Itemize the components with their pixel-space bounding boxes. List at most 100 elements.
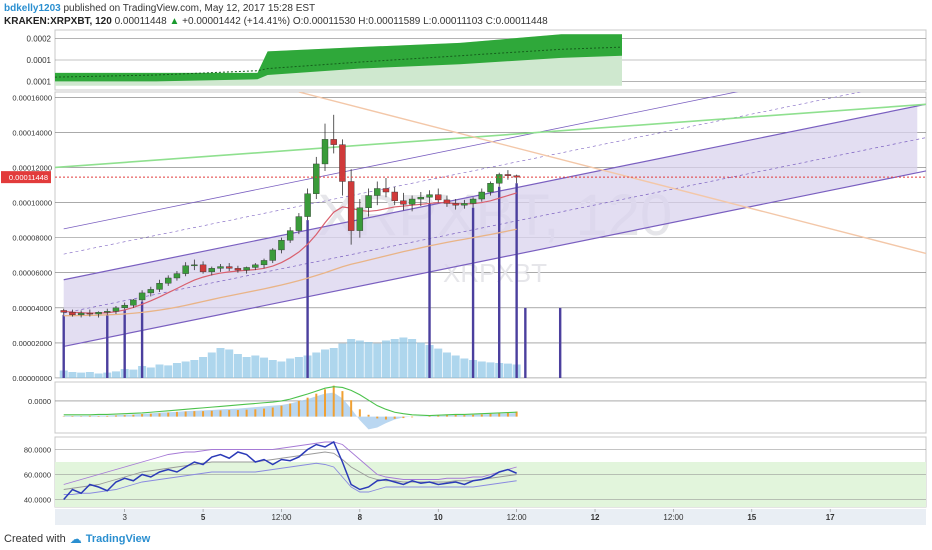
volume-bar [199, 357, 208, 378]
macd-panel: 0.0000 [0, 381, 927, 434]
candle-body [138, 292, 146, 301]
volume-bar [129, 369, 138, 378]
current-price-label: 0.00011448 [9, 173, 48, 182]
last-price: 0.00011448 [114, 16, 167, 27]
candle-body [417, 197, 425, 200]
candle-body [435, 194, 442, 201]
time-tick-label: 12 [591, 513, 600, 522]
volume-bar [146, 367, 155, 378]
rsi-ytick-label: 40.0000 [24, 496, 51, 505]
volume-bar [68, 372, 77, 378]
candle-body [225, 266, 233, 269]
volume-bar [408, 339, 417, 378]
candle-body [408, 198, 416, 205]
price-ytick-label: 0.00010000 [12, 199, 52, 208]
candle-body [69, 312, 76, 316]
candle-body [86, 312, 94, 315]
volume-bar [260, 357, 269, 378]
price-plot-body: XRPXBT, 120XRPXBT [55, 92, 926, 378]
volume-bar [355, 340, 364, 378]
price-ytick-label: 0.00008000 [12, 234, 52, 243]
candle-body [191, 264, 198, 267]
candle-body [286, 230, 294, 241]
rsi-band-lower [63, 462, 517, 495]
volume-bar [155, 364, 164, 378]
candle-body [356, 207, 364, 231]
change-arrow-icon: ▲ [169, 16, 180, 27]
volume-bar [77, 372, 86, 378]
candle-body [165, 277, 172, 284]
chart-area[interactable]: 0.00020.00010.0001 XRPXBT, 120XRPXBT0.00… [0, 0, 932, 530]
volume-bar [312, 352, 321, 378]
symbol-label: KRAKEN:XRPXBT, 120 [4, 16, 112, 27]
rsi-band-middle [63, 451, 517, 490]
high-label: H: [358, 16, 369, 27]
author-link[interactable]: bdkelly1203 [4, 3, 61, 14]
published-info: published on TradingView.com, May 12, 20… [63, 3, 316, 14]
candle-body [217, 266, 224, 269]
rsi-line [63, 440, 517, 500]
volume-bar [164, 365, 173, 378]
volume-bar [347, 339, 356, 378]
top-fill-band [55, 34, 622, 82]
orange-trendline [298, 92, 926, 255]
volume-bar [233, 354, 242, 378]
candle-body [295, 216, 303, 231]
candle-body [269, 249, 276, 261]
volume-bar [225, 349, 234, 378]
volume-bar [442, 352, 451, 378]
volume-bar [94, 373, 103, 378]
macd-ytick-label: 0.0000 [28, 397, 51, 406]
close-value: 0.00011448 [495, 16, 548, 27]
channel-line [63, 137, 926, 314]
volume-bar [172, 363, 181, 378]
volume-bar [381, 340, 390, 378]
time-tick-label: 5 [201, 513, 206, 522]
candle-body [278, 240, 285, 251]
tradingview-brand[interactable]: TradingView [85, 533, 151, 545]
candle-body [469, 198, 477, 204]
candle-body [208, 268, 215, 273]
price-ytick-label: 0.00002000 [12, 339, 52, 348]
candle-body [461, 203, 468, 206]
volume-bar [364, 342, 373, 378]
volume-bar [190, 360, 199, 378]
time-tick-label: 17 [826, 513, 835, 522]
rsi-ytick-label: 60.0000 [24, 471, 51, 480]
volume-bar [434, 348, 443, 378]
open-value: 0.00011530 [303, 16, 356, 27]
candle-body [234, 268, 242, 271]
tradingview-logo-icon: ☁ [69, 532, 82, 546]
macd-panel-axis-bg [0, 382, 51, 433]
volume-bar [329, 348, 338, 378]
volume-bar [451, 355, 460, 378]
time-tick-label: 3 [122, 513, 127, 522]
volume-bar [181, 361, 190, 378]
volume-bar [477, 361, 486, 378]
volume-bar [216, 348, 225, 378]
top-ytick-label: 0.0002 [27, 35, 52, 44]
rsi-ytick-label: 80.0000 [24, 446, 51, 455]
candle-body [243, 267, 250, 271]
volume-bar [294, 357, 303, 378]
candle-body [77, 312, 85, 316]
footer: Created with ☁ TradingView [4, 532, 150, 546]
price-ytick-label: 0.00006000 [12, 269, 52, 278]
top-ytick-label: 0.0001 [27, 77, 52, 86]
candle-body [443, 199, 451, 204]
price-ytick-label: 0.00014000 [12, 128, 52, 137]
high-value: 0.00011589 [368, 16, 421, 27]
rsi-band-upper [63, 441, 517, 485]
volume-bar [416, 342, 425, 378]
volume-bar [460, 358, 469, 378]
volume-bar [111, 371, 120, 378]
candle-body [95, 312, 102, 315]
volume-bar [321, 349, 330, 378]
current-price-badge [1, 171, 51, 184]
price-ytick-label: 0.00000000 [12, 374, 52, 383]
price-ytick-label: 0.00016000 [12, 93, 52, 102]
candle-body [391, 191, 398, 201]
close-label: C: [485, 16, 496, 27]
candle-body [452, 203, 459, 206]
candle-body [182, 265, 189, 274]
